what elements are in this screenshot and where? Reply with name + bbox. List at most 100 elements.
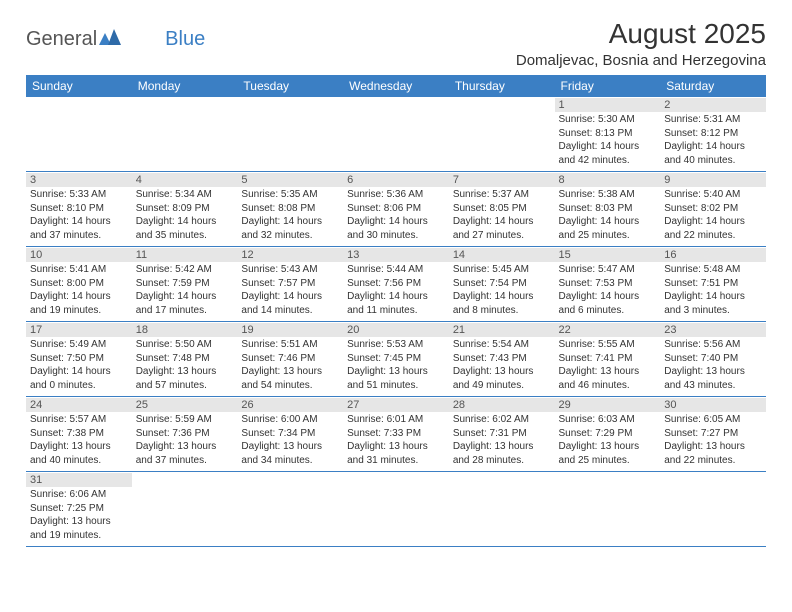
day-info-line: Sunset: 8:00 PM [30, 277, 128, 291]
day-header: Sunday [26, 75, 132, 97]
day-info-line: Sunrise: 5:34 AM [136, 188, 234, 202]
day-cell: 13Sunrise: 5:44 AMSunset: 7:56 PMDayligh… [343, 247, 449, 322]
day-info-line: and 8 minutes. [453, 304, 551, 318]
day-cell: 22Sunrise: 5:55 AMSunset: 7:41 PMDayligh… [555, 322, 661, 397]
day-info-line: and 22 minutes. [664, 454, 762, 468]
day-info-line: Daylight: 13 hours [30, 515, 128, 529]
day-info-line: Sunset: 7:29 PM [559, 427, 657, 441]
day-cell: 19Sunrise: 5:51 AMSunset: 7:46 PMDayligh… [237, 322, 343, 397]
day-info-line: Sunrise: 6:00 AM [241, 413, 339, 427]
day-cell: 27Sunrise: 6:01 AMSunset: 7:33 PMDayligh… [343, 397, 449, 472]
day-info-line: Sunset: 8:02 PM [664, 202, 762, 216]
day-info-line: and 35 minutes. [136, 229, 234, 243]
day-info-line: Daylight: 14 hours [136, 215, 234, 229]
day-header: Monday [132, 75, 238, 97]
day-info-line: Daylight: 13 hours [453, 365, 551, 379]
day-info-line: and 30 minutes. [347, 229, 445, 243]
day-info-line: Daylight: 13 hours [559, 365, 657, 379]
day-info-line: Daylight: 13 hours [664, 440, 762, 454]
day-info-line: Sunrise: 5:59 AM [136, 413, 234, 427]
day-info-line: and 51 minutes. [347, 379, 445, 393]
day-info-line: Daylight: 13 hours [241, 440, 339, 454]
day-info-line: Sunset: 7:57 PM [241, 277, 339, 291]
day-cell: 28Sunrise: 6:02 AMSunset: 7:31 PMDayligh… [449, 397, 555, 472]
day-cell [26, 97, 132, 172]
day-info-line: Sunset: 7:59 PM [136, 277, 234, 291]
day-number: 9 [660, 173, 766, 187]
day-info-line: Sunset: 7:33 PM [347, 427, 445, 441]
day-cell: 5Sunrise: 5:35 AMSunset: 8:08 PMDaylight… [237, 172, 343, 247]
day-info-line: Sunrise: 5:36 AM [347, 188, 445, 202]
day-info-line: Sunset: 7:25 PM [30, 502, 128, 516]
day-cell [343, 97, 449, 172]
day-info-line: Sunset: 8:06 PM [347, 202, 445, 216]
day-info-line: Sunrise: 6:03 AM [559, 413, 657, 427]
day-info-line: Sunrise: 5:49 AM [30, 338, 128, 352]
day-info-line: Sunset: 7:27 PM [664, 427, 762, 441]
day-info-line: and 0 minutes. [30, 379, 128, 393]
day-info-line: Sunset: 8:09 PM [136, 202, 234, 216]
day-info-line: Sunrise: 5:48 AM [664, 263, 762, 277]
day-cell: 14Sunrise: 5:45 AMSunset: 7:54 PMDayligh… [449, 247, 555, 322]
day-cell: 7Sunrise: 5:37 AMSunset: 8:05 PMDaylight… [449, 172, 555, 247]
day-cell [237, 97, 343, 172]
logo-text-2: Blue [165, 28, 205, 51]
day-info-line: Sunrise: 5:35 AM [241, 188, 339, 202]
day-info-line: Daylight: 13 hours [559, 440, 657, 454]
day-number: 21 [449, 323, 555, 337]
day-info-line: Sunset: 8:03 PM [559, 202, 657, 216]
day-number: 6 [343, 173, 449, 187]
day-cell: 25Sunrise: 5:59 AMSunset: 7:36 PMDayligh… [132, 397, 238, 472]
day-info-line: Sunrise: 5:56 AM [664, 338, 762, 352]
day-info-line: Sunset: 7:41 PM [559, 352, 657, 366]
day-number: 22 [555, 323, 661, 337]
day-info-line: Sunrise: 5:57 AM [30, 413, 128, 427]
day-info-line: Sunrise: 5:47 AM [559, 263, 657, 277]
day-info-line: Daylight: 14 hours [347, 215, 445, 229]
day-cell: 31Sunrise: 6:06 AMSunset: 7:25 PMDayligh… [26, 472, 132, 547]
logo: General Blue [26, 28, 205, 51]
day-info-line: and 40 minutes. [30, 454, 128, 468]
day-cell: 21Sunrise: 5:54 AMSunset: 7:43 PMDayligh… [449, 322, 555, 397]
day-info-line: and 54 minutes. [241, 379, 339, 393]
day-info-line: Sunrise: 5:45 AM [453, 263, 551, 277]
day-number: 10 [26, 248, 132, 262]
day-info-line: Sunrise: 5:42 AM [136, 263, 234, 277]
day-info-line: and 27 minutes. [453, 229, 551, 243]
day-info-line: and 32 minutes. [241, 229, 339, 243]
day-info-line: Sunrise: 5:55 AM [559, 338, 657, 352]
day-cell [343, 472, 449, 547]
day-info-line: Daylight: 13 hours [30, 440, 128, 454]
day-cell [132, 472, 238, 547]
day-info-line: Daylight: 14 hours [136, 290, 234, 304]
day-info-line: Sunrise: 5:53 AM [347, 338, 445, 352]
day-number: 5 [237, 173, 343, 187]
day-info-line: and 57 minutes. [136, 379, 234, 393]
day-cell [449, 472, 555, 547]
day-info-line: Daylight: 13 hours [347, 365, 445, 379]
day-cell: 26Sunrise: 6:00 AMSunset: 7:34 PMDayligh… [237, 397, 343, 472]
day-info-line: Sunrise: 5:33 AM [30, 188, 128, 202]
day-info-line: Daylight: 14 hours [241, 290, 339, 304]
day-info-line: Sunrise: 5:30 AM [559, 113, 657, 127]
day-info-line: Sunrise: 5:38 AM [559, 188, 657, 202]
day-cell: 23Sunrise: 5:56 AMSunset: 7:40 PMDayligh… [660, 322, 766, 397]
day-info-line: Daylight: 14 hours [664, 140, 762, 154]
day-number: 25 [132, 398, 238, 412]
day-info-line: Sunset: 7:43 PM [453, 352, 551, 366]
day-info-line: and 11 minutes. [347, 304, 445, 318]
day-info-line: Daylight: 13 hours [136, 365, 234, 379]
day-cell: 11Sunrise: 5:42 AMSunset: 7:59 PMDayligh… [132, 247, 238, 322]
day-info-line: Daylight: 14 hours [30, 290, 128, 304]
day-info-line: Sunrise: 5:43 AM [241, 263, 339, 277]
day-header: Tuesday [237, 75, 343, 97]
day-number: 31 [26, 473, 132, 487]
day-info-line: Sunrise: 6:05 AM [664, 413, 762, 427]
day-info-line: Daylight: 14 hours [453, 215, 551, 229]
day-info-line: Daylight: 14 hours [664, 290, 762, 304]
day-info-line: and 37 minutes. [30, 229, 128, 243]
day-info-line: Sunrise: 5:50 AM [136, 338, 234, 352]
week-row: 1Sunrise: 5:30 AMSunset: 8:13 PMDaylight… [26, 97, 766, 172]
day-info-line: Sunset: 7:54 PM [453, 277, 551, 291]
day-cell: 8Sunrise: 5:38 AMSunset: 8:03 PMDaylight… [555, 172, 661, 247]
